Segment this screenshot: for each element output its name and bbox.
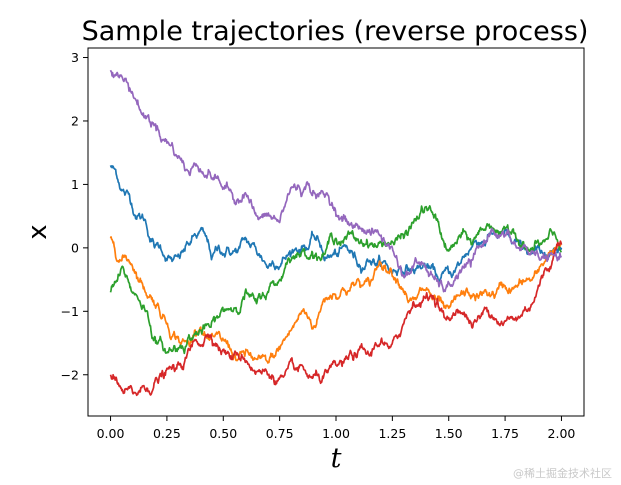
series-layer [109,69,563,397]
x-tick-label: 0.00 [97,426,125,441]
series-line-5 [109,69,563,293]
y-tick-label: 3 [71,50,79,65]
x-tick-label: 2.00 [548,426,576,441]
x-tick-label: 1.25 [378,426,406,441]
series-line-4 [109,240,563,397]
x-axis-label: t [331,443,342,474]
y-axis-label: x [23,224,53,239]
x-tick-label: 1.75 [491,426,519,441]
y-tick-label: 2 [71,113,79,128]
y-tick-label: −1 [61,304,79,319]
chart-title: Sample trajectories (reverse process) [82,16,589,47]
x-tick-label: 1.50 [435,426,463,441]
y-tick-label: −2 [61,367,79,382]
series-line-3 [109,205,563,355]
watermark-text: @稀土掘金技术社区 [513,466,612,480]
y-axis: −2 −1 0 1 2 3 [61,50,88,382]
y-tick-label: 1 [71,177,79,192]
x-axis: 0.00 0.25 0.50 0.75 1.00 1.25 1.50 1.75 2.00 [97,416,576,441]
series-line-2 [109,236,562,364]
x-tick-label: 0.50 [209,426,237,441]
x-tick-label: 1.00 [322,426,350,441]
y-tick-label: 0 [71,240,79,255]
x-tick-label: 0.75 [266,426,294,441]
x-tick-label: 0.25 [153,426,181,441]
